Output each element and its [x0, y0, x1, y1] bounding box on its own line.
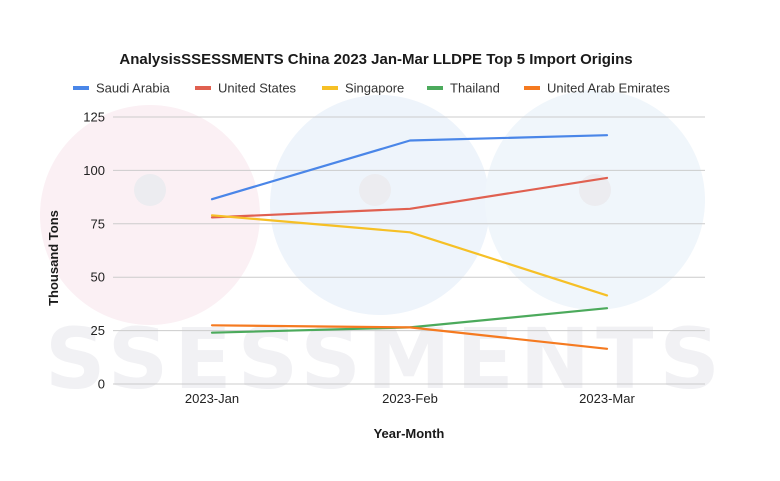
y-tick-label: 0 [98, 377, 105, 392]
y-tick-label: 75 [91, 216, 105, 231]
x-tick-label: 2023-Jan [185, 391, 239, 406]
x-tick-label: 2023-Feb [382, 391, 438, 406]
y-axis: 0 25 50 75 100 125 [83, 110, 105, 392]
legend: Saudi Arabia United States Singapore Thaila… [73, 81, 670, 96]
y-axis-title: Thousand Tons [46, 210, 61, 306]
legend-label: Thailand [450, 81, 500, 96]
x-axis: 2023-Jan 2023-Feb 2023-Mar [185, 391, 636, 406]
gridlines [113, 116, 705, 385]
watermark-logo: SSESSMENTS [40, 90, 720, 408]
chart-title: AnalysisSSESSMENTS China 2023 Jan-Mar LL… [119, 51, 632, 68]
legend-label: Saudi Arabia [96, 81, 170, 96]
y-tick-label: 125 [83, 110, 105, 125]
series-line-saudi-arabia [210, 134, 609, 201]
series-line-united-states [210, 176, 609, 219]
series-line-united-arab-emirates [210, 324, 609, 350]
series-line-singapore [210, 214, 609, 297]
legend-label: United Arab Emirates [547, 81, 670, 96]
y-tick-label: 50 [91, 270, 105, 285]
legend-label: United States [218, 81, 297, 96]
x-tick-label: 2023-Mar [579, 391, 635, 406]
legend-label: Singapore [345, 81, 404, 96]
y-tick-label: 100 [83, 163, 105, 178]
series-lines [210, 134, 609, 350]
y-tick-label: 25 [91, 323, 105, 338]
x-axis-title: Year-Month [374, 426, 445, 441]
